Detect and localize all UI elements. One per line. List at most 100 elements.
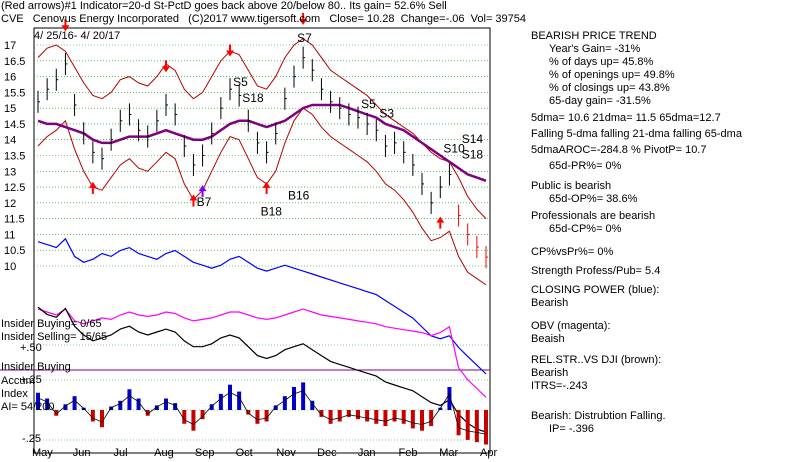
aroc-pivot: 5dmaAROC=-284.8 % PivotP= 10.7	[531, 144, 707, 156]
month-tick-label: Jun	[73, 447, 91, 459]
accum-bar	[255, 410, 260, 424]
cp-value: 65d-CP%= 0%	[549, 223, 622, 235]
accum-bar	[273, 405, 278, 410]
years-gain: Year's Gain= -31%	[549, 43, 641, 55]
closing-power-label: CLOSING POWER (blue):	[531, 284, 660, 296]
price-tick-label: 11.5	[4, 214, 25, 226]
accum-bar	[228, 384, 232, 410]
relstr-label: REL.STR..VS DJI (brown):	[531, 354, 662, 366]
accum-bar	[465, 410, 470, 440]
month-tick-label: Mar	[439, 447, 458, 459]
buy-arrow-head	[189, 194, 198, 201]
accum-bar	[401, 410, 406, 424]
accum-bar	[301, 382, 306, 410]
plot-frame	[33, 27, 491, 454]
copyright: (C)2017 www.tigersoft.com	[188, 13, 321, 25]
accum-bar	[374, 410, 379, 424]
accum-bar	[484, 410, 488, 445]
accum-bar	[63, 404, 68, 410]
pr-value: 65d-PR%= 0%	[549, 160, 622, 172]
price-tick-label: 15.5	[4, 87, 25, 99]
accum-smooth-line	[37, 390, 487, 435]
rel-strength-line	[37, 306, 487, 433]
lower-band-line	[37, 107, 487, 286]
dma-falling: Falling 5-dma falling 21-dma falling 65-…	[531, 128, 742, 140]
change-value: Change=-.06	[400, 13, 465, 25]
month-tick-label: Jul	[113, 447, 127, 459]
accum-bar	[237, 391, 242, 410]
ip-value: IP= -.396	[549, 423, 594, 435]
accum-bar	[200, 410, 205, 420]
signal-label-s3: S3	[379, 107, 394, 121]
dma-values: 5dma= 10.6 21dma= 11.5 65dma=12.7	[531, 112, 721, 124]
accum-bar	[310, 400, 315, 410]
price-tick-label: 12	[4, 198, 16, 210]
accum-bar	[118, 400, 123, 410]
accum-bar	[474, 410, 479, 443]
accum-bar	[292, 387, 296, 410]
signal-label-s7: S7	[297, 31, 312, 45]
stats-sidebar: BEARISH PRICE TREND Year's Gain= -31% % …	[531, 0, 799, 459]
accum-bar	[209, 404, 214, 410]
accum-bar	[447, 387, 452, 410]
accum-bar	[264, 410, 269, 422]
accum-tick-plus25: +.25	[20, 374, 42, 386]
accum-bar	[173, 403, 178, 410]
accum-bar	[328, 410, 333, 424]
month-tick-label: Oct	[236, 447, 253, 459]
ma-line	[37, 103, 487, 182]
accum-bar	[72, 396, 77, 410]
signal-label-s5: S5	[361, 97, 376, 111]
gain65: 65-day gain= -31.5%	[549, 95, 651, 107]
accum-bar	[154, 405, 159, 410]
signal-label-s18: S18	[462, 148, 484, 162]
month-tick-label: Nov	[276, 447, 296, 459]
obv-state: Beaish	[531, 333, 565, 345]
strength-ratio: Strength Profess/Pub= 5.4	[531, 265, 661, 277]
buy-arrow-head	[88, 181, 97, 188]
accum-bar	[246, 410, 251, 415]
accum-label: Accum	[1, 375, 35, 387]
price-tick-label: 15	[4, 103, 16, 115]
signal-label-s18: S18	[242, 91, 264, 105]
price-tick-label: 14	[4, 135, 16, 147]
volume-value: Vol= 39754	[470, 13, 527, 25]
price-tick-label: 10.5	[4, 245, 25, 257]
accum-bar	[365, 410, 370, 422]
accum-tick-minus25: -.25	[22, 433, 41, 445]
professionals-bearish: Professionals are bearish	[531, 210, 656, 222]
signal-label-s10: S10	[443, 141, 465, 155]
signal-label-b18: B18	[261, 204, 283, 218]
date-range: 4/ 25/16- 4/ 20/17	[34, 30, 121, 42]
insider-buying-label: Insider Buying	[1, 361, 71, 373]
price-tick-label: 12.5	[4, 182, 25, 194]
accum-bar	[145, 410, 150, 416]
accum-bar	[383, 410, 388, 427]
accum-bar	[36, 392, 40, 410]
sell-arrow-head	[226, 50, 234, 57]
days-up: % of days up= 45.8%	[549, 56, 654, 68]
upper-band-line	[37, 38, 487, 219]
accum-bar	[127, 389, 132, 410]
accum-tick-plus50: +.50	[20, 342, 42, 354]
buy-arrow-head	[262, 181, 271, 188]
accum-bar	[456, 410, 461, 436]
signal-label-b16: B16	[288, 189, 310, 203]
public-bearish: Public is bearish	[531, 180, 612, 192]
signal-label-b7: B7	[197, 195, 212, 209]
symbol-line: CVE Cenovus Energy Incorporated (C)2017 …	[1, 13, 526, 25]
accum-bar	[392, 410, 397, 422]
price-tick-label: 13	[4, 166, 16, 178]
month-tick-label: Apr	[480, 447, 497, 459]
sell-arrow-head	[61, 25, 70, 32]
month-tick-label: Jan	[358, 447, 376, 459]
accum-bar	[90, 410, 95, 422]
close-value: Close= 10.28	[329, 13, 395, 25]
accum-bar	[429, 410, 434, 427]
month-tick-label: Feb	[399, 447, 418, 459]
accum-bar	[356, 410, 360, 420]
ai-value: AI= 54/200	[1, 401, 55, 413]
accum-bar	[45, 398, 50, 410]
distribution-note: Bearish: Distrubtion Falling.	[531, 410, 666, 422]
accum-bar	[410, 410, 415, 429]
